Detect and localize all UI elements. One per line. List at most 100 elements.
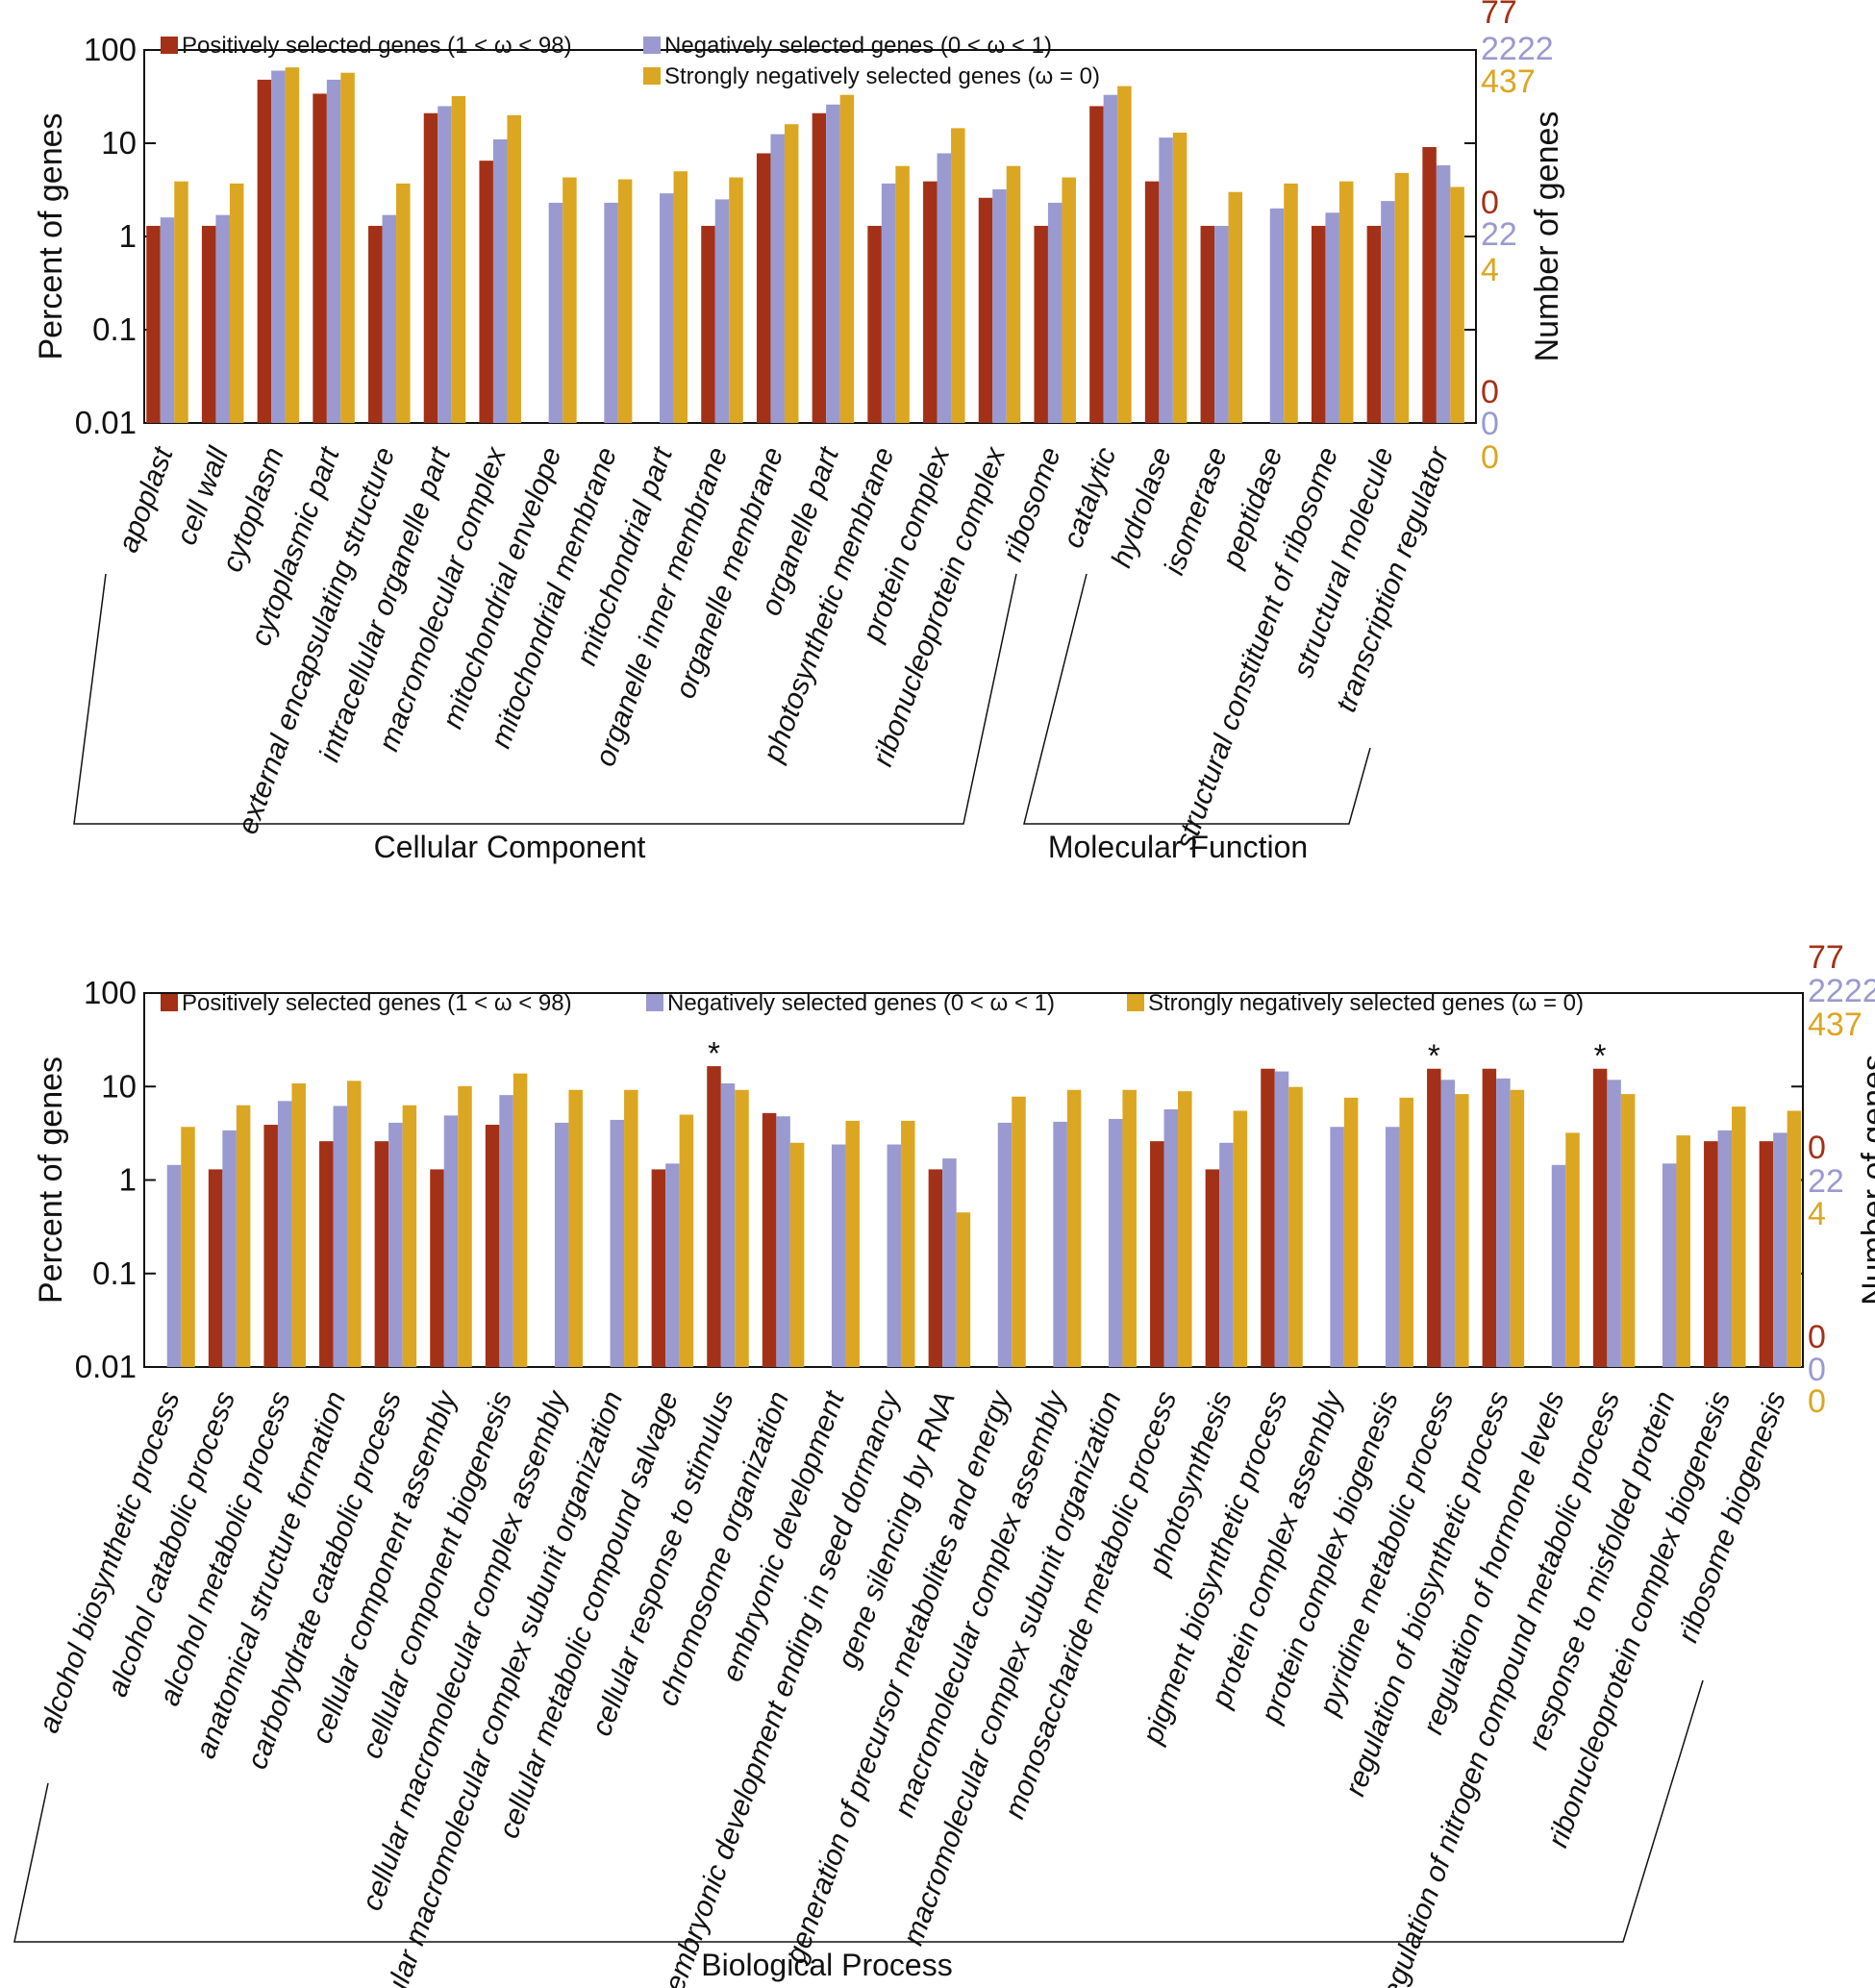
bar-series-0 <box>1366 225 1382 423</box>
bar-series-0 <box>707 1066 721 1367</box>
y-tick-label: 0.01 <box>75 405 137 440</box>
bar-series-1 <box>1440 1080 1456 1367</box>
right-axis-count-top: 2222 <box>1808 973 1875 1009</box>
bar-series-1 <box>1496 1078 1511 1367</box>
right-axis-count-middle: 22 <box>1808 1163 1844 1200</box>
bar-series-1 <box>1325 212 1339 423</box>
bar-series-2 <box>729 177 743 423</box>
bar-series-1 <box>1219 1142 1234 1367</box>
bar-series-0 <box>312 93 327 424</box>
bar-series-1 <box>942 1158 957 1367</box>
bar-series-2 <box>1676 1135 1690 1367</box>
legend-label-2: Strongly negatively selected genes (ω = … <box>1148 990 1584 1016</box>
bar-series-1 <box>438 106 452 424</box>
bar-series-0 <box>867 225 882 423</box>
chart-panel-bottom: 0.01 0.1 1 10 100 Percent of genes Number of g… <box>13 939 1875 1988</box>
bar-series-1 <box>714 199 730 423</box>
bar-series-1 <box>382 214 397 423</box>
bar-series-2 <box>784 124 799 423</box>
bar-series-1 <box>1330 1127 1344 1367</box>
bar-series-1 <box>499 1095 513 1367</box>
bar-series-0 <box>374 1141 389 1367</box>
bar-series-1 <box>1662 1163 1677 1367</box>
bar-series-0 <box>812 112 827 424</box>
bar-series-0 <box>319 1141 334 1367</box>
bar-series-1 <box>1269 208 1285 423</box>
bar-series-2 <box>181 1127 195 1367</box>
bar-series-2 <box>512 1073 528 1367</box>
bar-series-1 <box>1103 94 1118 423</box>
bar-series-0 <box>146 225 161 423</box>
bar-series-1 <box>326 79 341 423</box>
bar-series-2 <box>291 1082 306 1367</box>
bar-series-2 <box>901 1120 915 1367</box>
right-axis-count-top: 2222 <box>1481 31 1554 67</box>
legend-swatch-2 <box>643 67 661 85</box>
bar-series-2 <box>673 171 688 424</box>
bar-series-1 <box>997 1122 1012 1367</box>
bar-series-2 <box>1066 1089 1082 1367</box>
legend-label-0: Positively selected genes (1 < ω < 98) <box>182 33 572 59</box>
y-tick-label: 1 <box>119 1162 137 1198</box>
bar-series-1 <box>1436 164 1451 423</box>
bar-series-0 <box>762 1112 777 1367</box>
bar-series-0 <box>423 112 438 424</box>
bar-series-1 <box>443 1115 459 1367</box>
bar-series-1 <box>604 202 618 423</box>
bar-series-2 <box>1510 1089 1525 1367</box>
bar-series-0 <box>978 197 993 423</box>
bar-series-2 <box>347 1081 362 1367</box>
y2-axis-title: Number of genes <box>1529 112 1565 362</box>
significance-star: * <box>1594 1038 1607 1074</box>
bar-series-0 <box>368 225 383 423</box>
bar-series-2 <box>617 179 633 423</box>
bar-series-1 <box>160 217 175 423</box>
bar-series-2 <box>1172 132 1188 423</box>
right-axis-count-middle: 22 <box>1481 216 1517 253</box>
right-axis-count-bottom: 0 <box>1481 439 1499 476</box>
bar-series-2 <box>1228 191 1243 423</box>
bar-series-2 <box>285 67 300 424</box>
bar-series-2 <box>236 1105 251 1367</box>
legend-label-0: Positively selected genes (1 < ω < 98) <box>182 990 572 1016</box>
bar-series-1 <box>1053 1121 1067 1367</box>
bar-series-0 <box>430 1169 444 1367</box>
bar-series-1 <box>887 1144 902 1367</box>
y-axis-title: Percent of genes <box>33 1056 69 1304</box>
bar-series-1 <box>720 1082 736 1367</box>
y-tick-label: 0.1 <box>92 1255 137 1291</box>
bar-series-1 <box>1773 1132 1788 1367</box>
right-axis-count-top: 437 <box>1481 63 1536 100</box>
bar-series-2 <box>507 114 521 424</box>
bar-series-0 <box>201 225 216 423</box>
bar-series-2 <box>1178 1091 1192 1367</box>
legend-label-1: Negatively selected genes (0 < ω < 1) <box>667 990 1055 1016</box>
right-axis-count-bottom: 0 <box>1481 374 1499 410</box>
bar-series-2 <box>458 1085 472 1367</box>
bar-series-0 <box>1759 1141 1774 1367</box>
bar-series-1 <box>388 1122 403 1367</box>
significance-star: * <box>1428 1038 1440 1074</box>
bar-series-1 <box>660 193 674 423</box>
bar-series-2 <box>1284 183 1298 423</box>
right-axis-count-bottom: 0 <box>1808 1383 1826 1420</box>
bar-series-1 <box>1047 202 1062 423</box>
bar-series-0 <box>923 181 938 423</box>
right-axis-count-bottom: 0 <box>1808 1319 1826 1355</box>
bar-series-2 <box>735 1089 749 1367</box>
bar-series-1 <box>222 1130 237 1367</box>
bar-series-2 <box>1117 86 1132 423</box>
right-axis-count-top: 77 <box>1808 939 1844 976</box>
y-axis-title: Percent of genes <box>33 112 69 360</box>
x-category-label: catalytic <box>1057 443 1122 552</box>
bar-series-2 <box>679 1114 694 1367</box>
bar-series-1 <box>610 1119 625 1367</box>
bar-series-0 <box>208 1169 223 1367</box>
right-axis-count-middle: 0 <box>1808 1130 1826 1166</box>
bar-series-2 <box>1012 1096 1026 1367</box>
x-category-label: cell wall <box>170 442 235 549</box>
bar-series-1 <box>776 1116 790 1367</box>
significance-star: * <box>708 1035 720 1071</box>
group-bracket <box>13 1679 1704 1943</box>
